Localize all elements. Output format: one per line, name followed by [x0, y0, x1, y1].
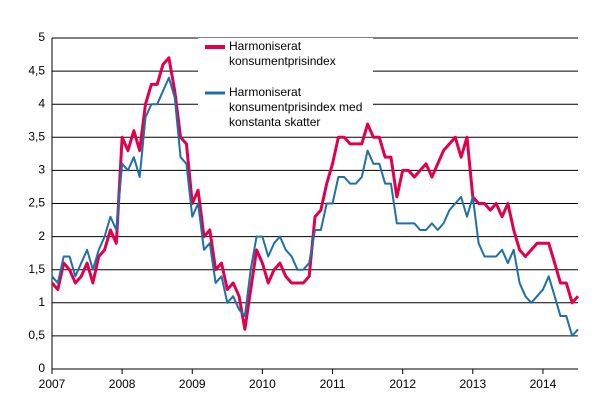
- series-line: [50, 56, 580, 331]
- x-tick-label: 2013: [459, 377, 486, 391]
- y-tick-label: 4,5: [28, 63, 45, 77]
- y-tick-label: 1,5: [28, 262, 45, 276]
- y-tick-label: 3,5: [28, 129, 45, 143]
- y-tick-label: 2,5: [28, 196, 45, 210]
- legend-label: Harmoniserat konsumentprisindex: [229, 39, 336, 68]
- x-tick-label: 2014: [530, 377, 557, 391]
- y-tick-label: 1: [38, 295, 45, 309]
- y-tick-label: 2: [38, 229, 45, 243]
- legend-label: Harmoniserat konsumentprisindex med kons…: [229, 85, 363, 129]
- legend-box: [198, 38, 373, 134]
- y-tick-label: 0: [38, 361, 45, 375]
- x-tick-label: 2011: [320, 377, 346, 391]
- series-line: [51, 76, 579, 337]
- y-tick-label: 4: [38, 96, 45, 110]
- y-tick-label: 5: [38, 30, 45, 44]
- y-tick-label: 3: [38, 163, 45, 177]
- x-tick-label: 2009: [179, 377, 206, 391]
- x-tick-label: 2007: [39, 377, 66, 391]
- x-tick-label: 2008: [109, 377, 136, 391]
- y-tick-label: 0,5: [28, 328, 45, 342]
- x-tick-label: 2010: [249, 377, 276, 391]
- x-tick-label: 2012: [389, 377, 416, 391]
